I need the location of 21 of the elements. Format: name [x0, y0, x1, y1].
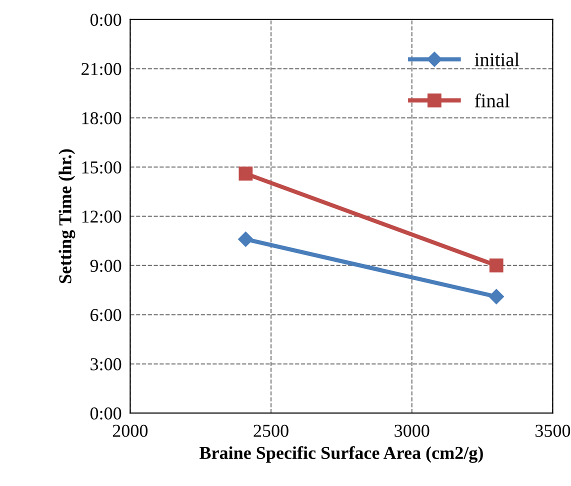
y-tick-label: 12:00: [82, 210, 122, 223]
x-tick-label: 3000: [394, 424, 430, 437]
x-axis-title: Braine Specific Surface Area (cm2/g): [200, 446, 483, 463]
y-tick-label: 18:00: [82, 112, 122, 124]
point: [238, 166, 253, 181]
point: [238, 232, 254, 247]
x-tick-label: 2500: [254, 424, 288, 437]
x-tick-label: 2000: [112, 424, 148, 437]
y-axis-title: Setting Time (hr.): [58, 149, 76, 284]
point: [489, 258, 504, 272]
x-tick-label: 3500: [536, 424, 570, 437]
y-tick-label: 21:00: [82, 62, 122, 76]
y-tick-label: 9:00: [90, 260, 122, 272]
y-tick-label: 0:00: [90, 407, 122, 420]
y-tick-label: 3:00: [90, 358, 122, 370]
legend-label: initial: [474, 52, 520, 66]
y-tick-label: 0:00: [90, 14, 122, 26]
legend-label: final: [474, 94, 510, 108]
point: [488, 289, 504, 304]
y-tick-label: 6:00: [90, 308, 122, 322]
y-tick-label: 15:00: [82, 161, 122, 174]
